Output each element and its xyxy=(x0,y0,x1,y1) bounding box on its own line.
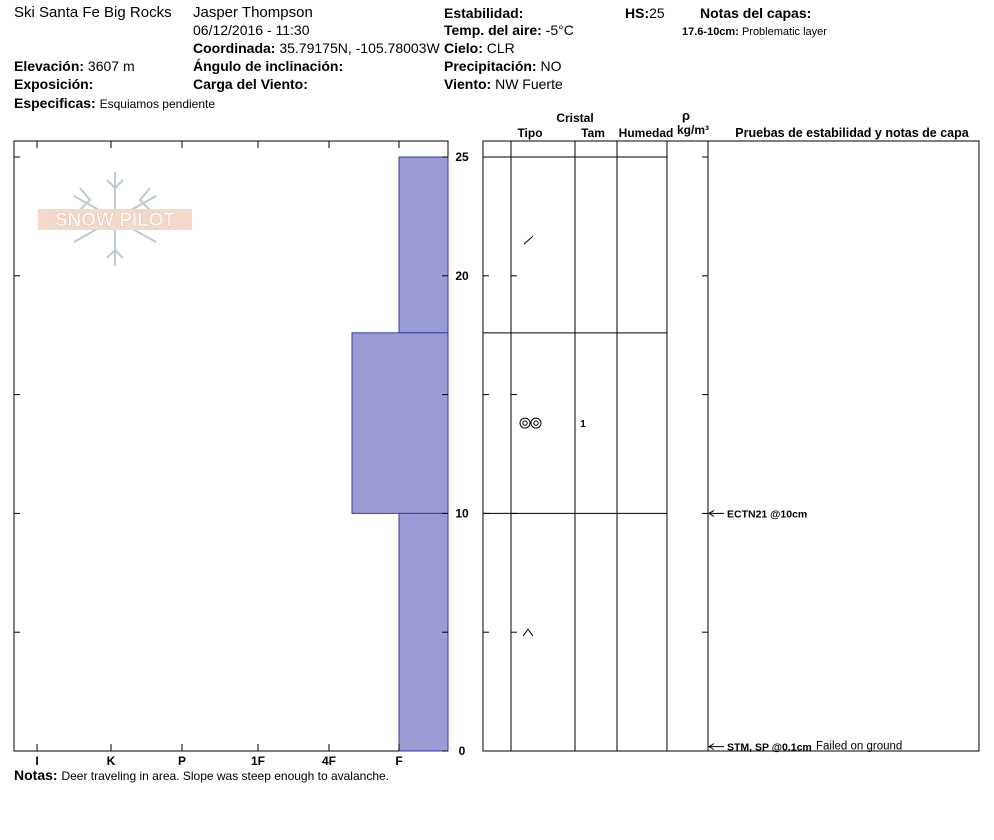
decomposing-fragments-icon xyxy=(523,235,534,245)
precipitation: Precipitación: NO xyxy=(444,58,561,74)
hardness-label-P: P xyxy=(178,754,186,768)
precipitation-label: Precipitación: xyxy=(444,58,537,74)
air-temperature: Temp. del aire: -5°C xyxy=(444,22,574,38)
snow-height: HS:25 xyxy=(625,5,665,21)
test-label: STM, SP @0.1cm xyxy=(727,742,812,754)
hardness-label-4F: 4F xyxy=(322,754,336,768)
specifics: Especificas: Esquiamos pendiente xyxy=(14,95,215,112)
sky-condition: Cielo: CLR xyxy=(444,40,515,56)
grain-outer-right xyxy=(530,417,542,429)
aspect-label: Exposición: xyxy=(14,76,94,92)
snow-height-label: HS: xyxy=(625,5,650,21)
snowpilot-logo: SNOW PILOT xyxy=(38,172,192,266)
stability-test-1: ECTN21 @10cm xyxy=(708,508,807,520)
moisture-header: Humedad xyxy=(619,126,674,140)
hardness-bar-3 xyxy=(398,512,449,752)
layer-note-text: Problematic layer xyxy=(741,26,827,38)
size-header: Tam xyxy=(581,126,605,140)
facet-stroke xyxy=(522,628,534,637)
sky-label: Cielo: xyxy=(444,40,483,56)
elevation-value: 3607 m xyxy=(87,58,135,74)
observer-name: Jasper Thompson xyxy=(193,4,313,21)
test-label: ECTN21 @10cm xyxy=(727,508,807,520)
crystal-size-label: 1 xyxy=(580,419,586,430)
wind-loading-label: Carga del Viento: xyxy=(193,76,308,92)
crystal-header: Cristal xyxy=(556,111,593,125)
height-label-0: 0 xyxy=(459,744,466,758)
test-note: Failed on ground xyxy=(816,741,902,753)
rounded-grains-icon xyxy=(519,417,542,429)
notes-text: Deer traveling in area. Slope was steep … xyxy=(61,769,389,783)
notes: Notas: Deer traveling in area. Slope was… xyxy=(14,767,389,784)
layer-table-frame xyxy=(482,140,709,752)
hardness-label-I: I xyxy=(35,754,38,768)
type-header: Tipo xyxy=(517,126,542,140)
wind-label: Viento: xyxy=(444,76,492,92)
wind-value: NW Fuerte xyxy=(495,76,563,92)
density-symbol: ρ xyxy=(682,108,690,123)
observation-datetime: 06/12/2016 - 11:30 xyxy=(193,22,310,38)
density-unit: kg/m³ xyxy=(677,123,709,137)
stability-label: Estabilidad: xyxy=(444,5,524,21)
height-label-10: 10 xyxy=(455,506,469,520)
hardness-label-K: K xyxy=(107,754,116,768)
elevation-label: Elevación: xyxy=(14,58,85,74)
elevation: Elevación: 3607 m xyxy=(14,58,135,74)
coordinates: Coordinada: 35.79175N, -105.78003W xyxy=(193,40,440,56)
specifics-label: Especificas: xyxy=(14,95,96,111)
grain-inner-left xyxy=(522,420,528,426)
test-arrow-icon xyxy=(708,743,715,751)
height-label-25: 25 xyxy=(455,150,469,164)
hardness-bar-2 xyxy=(351,332,449,514)
tests-header: Pruebas de estabilidad y notas de capa xyxy=(735,126,969,140)
slope-angle-label: Ángulo de inclinación: xyxy=(193,58,344,74)
tests-panel-frame xyxy=(707,140,980,752)
air-temperature-value: -5°C xyxy=(545,22,574,38)
faceted-crystal-icon xyxy=(522,628,534,637)
height-label-20: 20 xyxy=(455,269,469,283)
coordinates-value: 35.79175N, -105.78003W xyxy=(279,40,440,56)
test-arrow-icon xyxy=(708,509,715,517)
precipitation-value: NO xyxy=(540,58,562,74)
snowpilot-logo-text: SNOW PILOT xyxy=(55,210,176,231)
layer-notes-label: Notas del capas: xyxy=(700,5,812,21)
air-temperature-label: Temp. del aire: xyxy=(444,22,542,38)
snow-height-value: 25 xyxy=(649,5,665,21)
layer-note: 17.6-10cm: Problematic layer xyxy=(682,24,827,40)
grain-outer-left xyxy=(519,417,531,429)
specifics-value: Esquiamos pendiente xyxy=(99,97,216,111)
layer-note-range: 17.6-10cm: xyxy=(682,26,739,38)
hardness-bar-1 xyxy=(398,156,449,334)
grain-inner-right xyxy=(533,420,539,426)
sky-value: CLR xyxy=(486,40,515,56)
hardness-label-F: F xyxy=(395,754,402,768)
hardness-label-1F: 1F xyxy=(251,754,265,768)
coordinates-label: Coordinada: xyxy=(193,40,276,56)
location-name: Ski Santa Fe Big Rocks xyxy=(14,4,172,21)
wind: Viento: NW Fuerte xyxy=(444,76,563,92)
stability-test-2: STM, SP @0.1cm Failed on ground xyxy=(708,741,902,754)
fragment-stroke xyxy=(523,235,534,245)
notes-label: Notas: xyxy=(14,767,58,783)
